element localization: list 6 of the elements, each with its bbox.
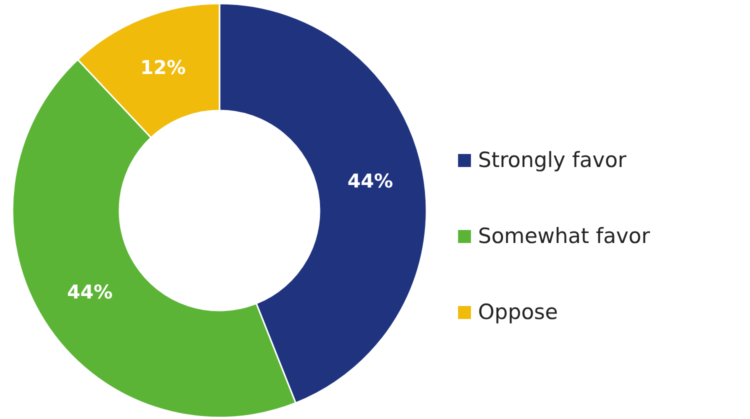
data-label: 44% bbox=[67, 282, 113, 304]
legend-label: Somewhat favor bbox=[478, 224, 650, 248]
data-label: 12% bbox=[140, 56, 186, 79]
data-label: 44% bbox=[348, 170, 394, 193]
legend-label: Strongly favor bbox=[478, 148, 626, 172]
legend-label: Oppose bbox=[478, 300, 558, 324]
